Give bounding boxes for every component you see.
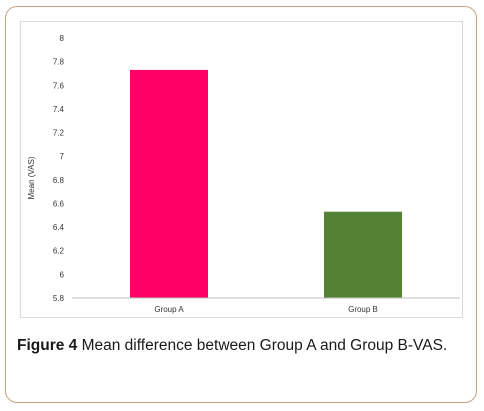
y-tick-label: 6.6 — [53, 199, 65, 208]
x-axis-ticks: Group A Group B — [154, 305, 378, 314]
caption-label: Figure 4 — [17, 337, 78, 354]
y-tick-label: 7.8 — [53, 58, 65, 67]
bar-group-b — [324, 211, 402, 298]
figure-caption: Figure 4 Mean difference between Group A… — [17, 336, 467, 356]
x-tick-label: Group A — [154, 305, 184, 314]
y-tick-label: 7 — [60, 152, 65, 161]
y-tick-label: 7.4 — [53, 105, 65, 114]
y-tick-label: 7.6 — [53, 81, 65, 90]
y-tick-label: 6 — [60, 270, 65, 279]
x-tick-label: Group B — [348, 305, 378, 314]
y-axis-label: Mean (VAS) — [27, 156, 36, 199]
y-tick-label: 6.8 — [53, 176, 65, 185]
y-tick-label: 5.8 — [53, 294, 65, 303]
bar-group-a — [130, 69, 208, 298]
y-tick-label: 6.2 — [53, 247, 65, 256]
y-tick-label: 7.2 — [53, 129, 65, 138]
caption-text: Mean difference between Group A and Grou… — [77, 337, 448, 354]
bars — [130, 69, 402, 298]
y-tick-label: 6.4 — [53, 223, 65, 232]
y-axis-ticks: 5.8 6 6.2 6.4 6.6 6.8 7 7.2 7.4 7.6 7.8 8 — [53, 34, 65, 303]
y-tick-label: 8 — [60, 34, 65, 43]
